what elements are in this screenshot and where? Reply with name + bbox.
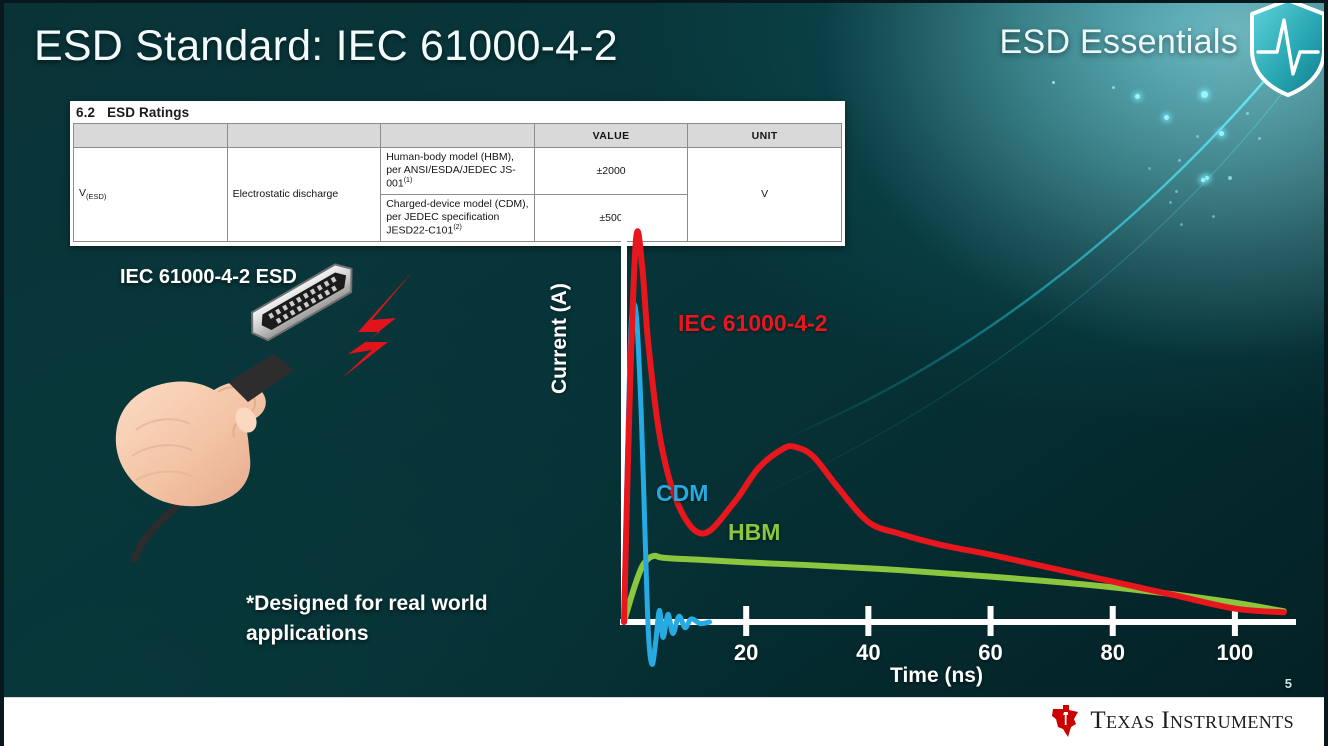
x-tick-label: 60 bbox=[978, 640, 1003, 665]
table-row: Charged-device model (CDM), per JEDEC sp… bbox=[74, 193, 842, 242]
cell-value-hbm: ±2000 bbox=[533, 147, 689, 195]
slide-footer: Texas Instruments bbox=[0, 697, 1328, 746]
cell-unit: V bbox=[687, 147, 842, 242]
x-axis-ticks bbox=[743, 606, 1238, 636]
table-row: V(ESD) Electrostatic discharge Human-bod… bbox=[73, 147, 842, 242]
texas-instruments-logo: Texas Instruments bbox=[1050, 704, 1294, 738]
brand-label: ESD Essentials bbox=[999, 23, 1238, 61]
series-curve-hbm bbox=[621, 552, 1287, 625]
illustration-label: IEC 61000-4-2 ESD bbox=[120, 266, 297, 288]
cell-symbol: V(ESD) bbox=[73, 147, 228, 242]
x-tick-label: 80 bbox=[1100, 640, 1125, 665]
table-section-title: ESD Ratings bbox=[107, 105, 190, 120]
header-blank-model bbox=[380, 123, 535, 148]
chart-plot-area bbox=[620, 210, 1296, 667]
table-section-number: 6.2 bbox=[76, 105, 96, 120]
model-cdm-footnote: (2) bbox=[453, 224, 462, 232]
header-blank-parameter bbox=[226, 123, 382, 148]
cell-parameter: Electrostatic discharge bbox=[226, 147, 382, 242]
series-label-hbm: HBM bbox=[728, 519, 781, 545]
x-tick-label: 100 bbox=[1216, 640, 1254, 665]
page-title: ESD Standard: IEC 61000-4-2 bbox=[34, 22, 618, 70]
lightning-bolt-icon bbox=[342, 270, 414, 378]
model-hbm-text: Human-body model (HBM), per ANSI/ESDA/JE… bbox=[386, 151, 516, 190]
series-curve-iec-61000-4-2 bbox=[621, 228, 1287, 625]
x-tick-label: 40 bbox=[856, 640, 881, 665]
texas-state-icon bbox=[1052, 705, 1079, 737]
texas-instruments-wordmark: Texas Instruments bbox=[1090, 707, 1294, 734]
cell-value-cdm: ±500 bbox=[533, 193, 689, 242]
symbol-subscript: (ESD) bbox=[86, 192, 107, 202]
esd-ratings-table-card: 6.2 ESD Ratings VALUE UNIT V(ESD) Electro… bbox=[70, 101, 845, 246]
chart-y-axis-label: Current (A) bbox=[548, 283, 571, 394]
header-value: VALUE bbox=[533, 123, 689, 148]
series-label-iec: IEC 61000-4-2 bbox=[678, 310, 828, 336]
chart-x-axis-label: Time (ns) bbox=[890, 664, 983, 687]
cell-model-hbm: Human-body model (HBM), per ANSI/ESDA/JE… bbox=[380, 147, 535, 195]
model-hbm-footnote: (1) bbox=[403, 177, 413, 185]
table-section-heading: 6.2 ESD Ratings bbox=[70, 101, 845, 123]
table-header-row: VALUE UNIT bbox=[73, 123, 842, 148]
cell-model-cdm: Charged-device model (CDM), per JEDEC sp… bbox=[380, 193, 535, 242]
note-text: *Designed for real world applications bbox=[246, 592, 488, 645]
header-blank-symbol bbox=[73, 123, 228, 148]
chart-series-group bbox=[621, 228, 1287, 667]
header-unit: UNIT bbox=[687, 123, 842, 148]
model-cdm-text: Charged-device model (CDM), per JEDEC sp… bbox=[386, 197, 529, 237]
page-number: 5 bbox=[1284, 676, 1292, 691]
symbol-text: V bbox=[79, 187, 87, 200]
esd-waveform-chart: Current (A) Time (ns) 20 40 60 80 100 IEC 61… bbox=[548, 198, 1320, 698]
series-label-cdm: CDM bbox=[656, 480, 709, 506]
esd-ratings-table: VALUE UNIT V(ESD) Electrostatic discharg… bbox=[73, 123, 842, 242]
x-tick-label: 20 bbox=[733, 640, 759, 665]
hand-connector-esd-illustration bbox=[115, 263, 414, 562]
shield-pulse-icon bbox=[1250, 0, 1326, 97]
